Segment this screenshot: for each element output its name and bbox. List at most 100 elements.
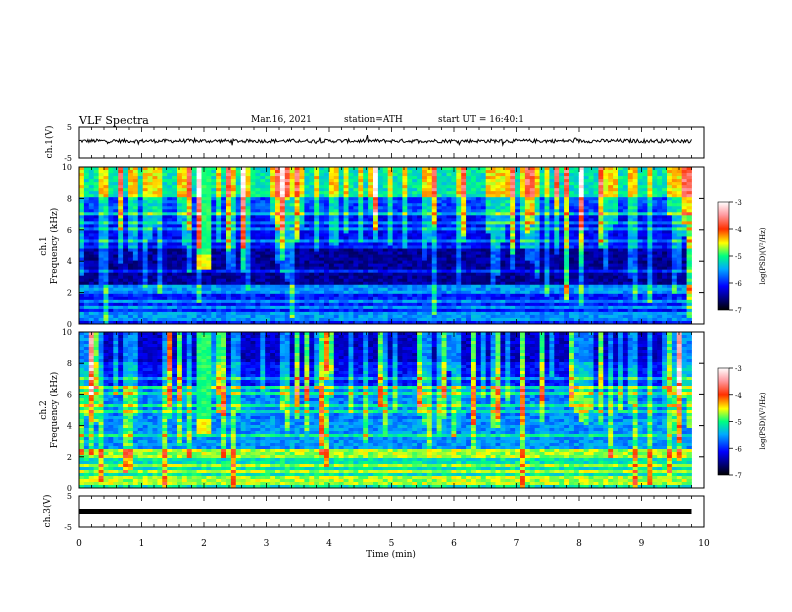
- spectrogram-cell: [279, 272, 286, 277]
- spectrogram-cell: [319, 257, 325, 261]
- spectrogram-cell: [304, 251, 310, 255]
- spectrogram-cell: [397, 170, 403, 174]
- spectrogram-cell: [412, 176, 418, 180]
- spectrogram-cell: [191, 272, 197, 277]
- spectrogram-cell: [216, 317, 222, 322]
- spectrogram-cell: [123, 272, 129, 277]
- spectrogram-cell: [250, 170, 256, 174]
- spectrogram-cell: [83, 287, 90, 292]
- spectrogram-cell: [260, 302, 266, 307]
- spectrogram-cell: [461, 245, 467, 249]
- spectrogram-cell: [338, 212, 344, 216]
- spectrogram-cell: [221, 275, 227, 280]
- spectrogram-cell: [98, 305, 104, 310]
- spectrogram-cell: [466, 263, 472, 268]
- spectrogram-cell: [265, 185, 271, 189]
- spectrogram-cell: [128, 275, 134, 280]
- spectrogram-cell: [426, 275, 433, 280]
- spectrogram-cell: [123, 236, 129, 240]
- spectrogram-cell: [284, 200, 291, 204]
- spectrogram-cell: [157, 305, 163, 310]
- spectrogram-cell: [265, 248, 271, 252]
- spectrogram-cell: [216, 287, 222, 292]
- spectrogram-cell: [534, 227, 540, 231]
- spectrogram-cell: [490, 167, 496, 171]
- spectrogram-cell: [314, 305, 320, 310]
- spectrogram-cell: [152, 248, 158, 252]
- spectrogram-cell: [338, 206, 344, 210]
- spectrogram-cell: [152, 287, 158, 292]
- spectrogram-cell: [515, 317, 521, 322]
- spectrogram-cell: [240, 302, 246, 307]
- spectrogram-cell: [279, 278, 286, 283]
- spectrogram-cell: [157, 254, 163, 258]
- spectrogram-cell: [466, 266, 472, 271]
- spectrogram-cell: [103, 179, 109, 183]
- spectrogram-cell: [206, 269, 212, 274]
- spectrogram-cell: [142, 308, 148, 313]
- spectrogram-cell: [152, 254, 158, 258]
- spectrogram-cell: [118, 167, 124, 171]
- spectrogram-cell: [108, 269, 114, 274]
- spectrogram-cell: [534, 203, 540, 207]
- spectrogram-cell: [123, 278, 129, 283]
- spectrogram-cell: [319, 239, 325, 243]
- spectrogram-cell: [128, 209, 134, 213]
- spectrogram-cell: [500, 278, 506, 283]
- spectrogram-cell: [392, 200, 398, 204]
- spectrogram-cell: [172, 221, 178, 225]
- spectrogram-cell: [245, 194, 251, 198]
- spectrogram-cell: [515, 308, 521, 313]
- spectrogram-cell: [211, 278, 217, 283]
- spectrogram-cell: [152, 239, 158, 243]
- spectrogram-cell: [265, 206, 271, 210]
- spectrogram-cell: [93, 293, 99, 298]
- spectrogram-cell: [275, 275, 281, 280]
- spectrogram-cell: [118, 311, 124, 316]
- spectrogram-cell: [226, 269, 232, 274]
- spectrogram-cell: [216, 296, 222, 301]
- spectrogram-cell: [436, 266, 442, 271]
- spectrogram-cell: [103, 200, 109, 204]
- spectrogram-cell: [333, 251, 340, 255]
- spectrogram-cell: [441, 302, 447, 307]
- spectrogram-cell: [206, 185, 212, 189]
- spectrogram-cell: [221, 290, 227, 295]
- spectrogram-cell: [289, 167, 295, 171]
- spectrogram-cell: [505, 299, 511, 304]
- spectrogram-cell: [358, 236, 364, 240]
- spectrogram-cell: [255, 221, 261, 225]
- spectrogram-cell: [505, 182, 511, 186]
- spectrogram-cell: [88, 212, 95, 216]
- spectrogram-cell: [216, 167, 222, 171]
- spectrogram-cell: [289, 248, 295, 252]
- spectrogram-cell: [245, 248, 251, 252]
- spectrogram-cell: [162, 218, 168, 222]
- spectrogram-cell: [235, 218, 242, 222]
- spectrogram-cell: [529, 242, 536, 246]
- spectrogram-cell: [255, 239, 261, 243]
- spectrogram-cell: [436, 278, 442, 283]
- spectrogram-cell: [534, 197, 540, 201]
- spectrogram-cell: [490, 290, 496, 295]
- spectrogram-cell: [181, 248, 188, 252]
- spectrogram-cell: [132, 206, 139, 210]
- spectrogram-cell: [206, 209, 212, 213]
- spectrogram-cell: [250, 251, 256, 255]
- spectrogram-cell: [412, 227, 418, 231]
- spectrogram-cell: [495, 185, 501, 189]
- spectrogram-cell: [382, 179, 389, 183]
- spectrogram-cell: [162, 305, 168, 310]
- spectrogram-cell: [196, 284, 202, 289]
- spectrogram-cell: [368, 188, 374, 192]
- spectrogram-cell: [93, 221, 99, 225]
- spectrogram-cell: [319, 245, 325, 249]
- spectrogram-cell: [221, 320, 227, 324]
- spectrogram-cell: [314, 227, 320, 231]
- spectrogram-cell: [230, 287, 237, 292]
- spectrogram-cell: [426, 194, 433, 198]
- spectrogram-cell: [299, 320, 305, 324]
- spectrogram-cell: [343, 245, 349, 249]
- spectrogram-cell: [221, 185, 227, 189]
- spectrogram-cell: [495, 206, 501, 210]
